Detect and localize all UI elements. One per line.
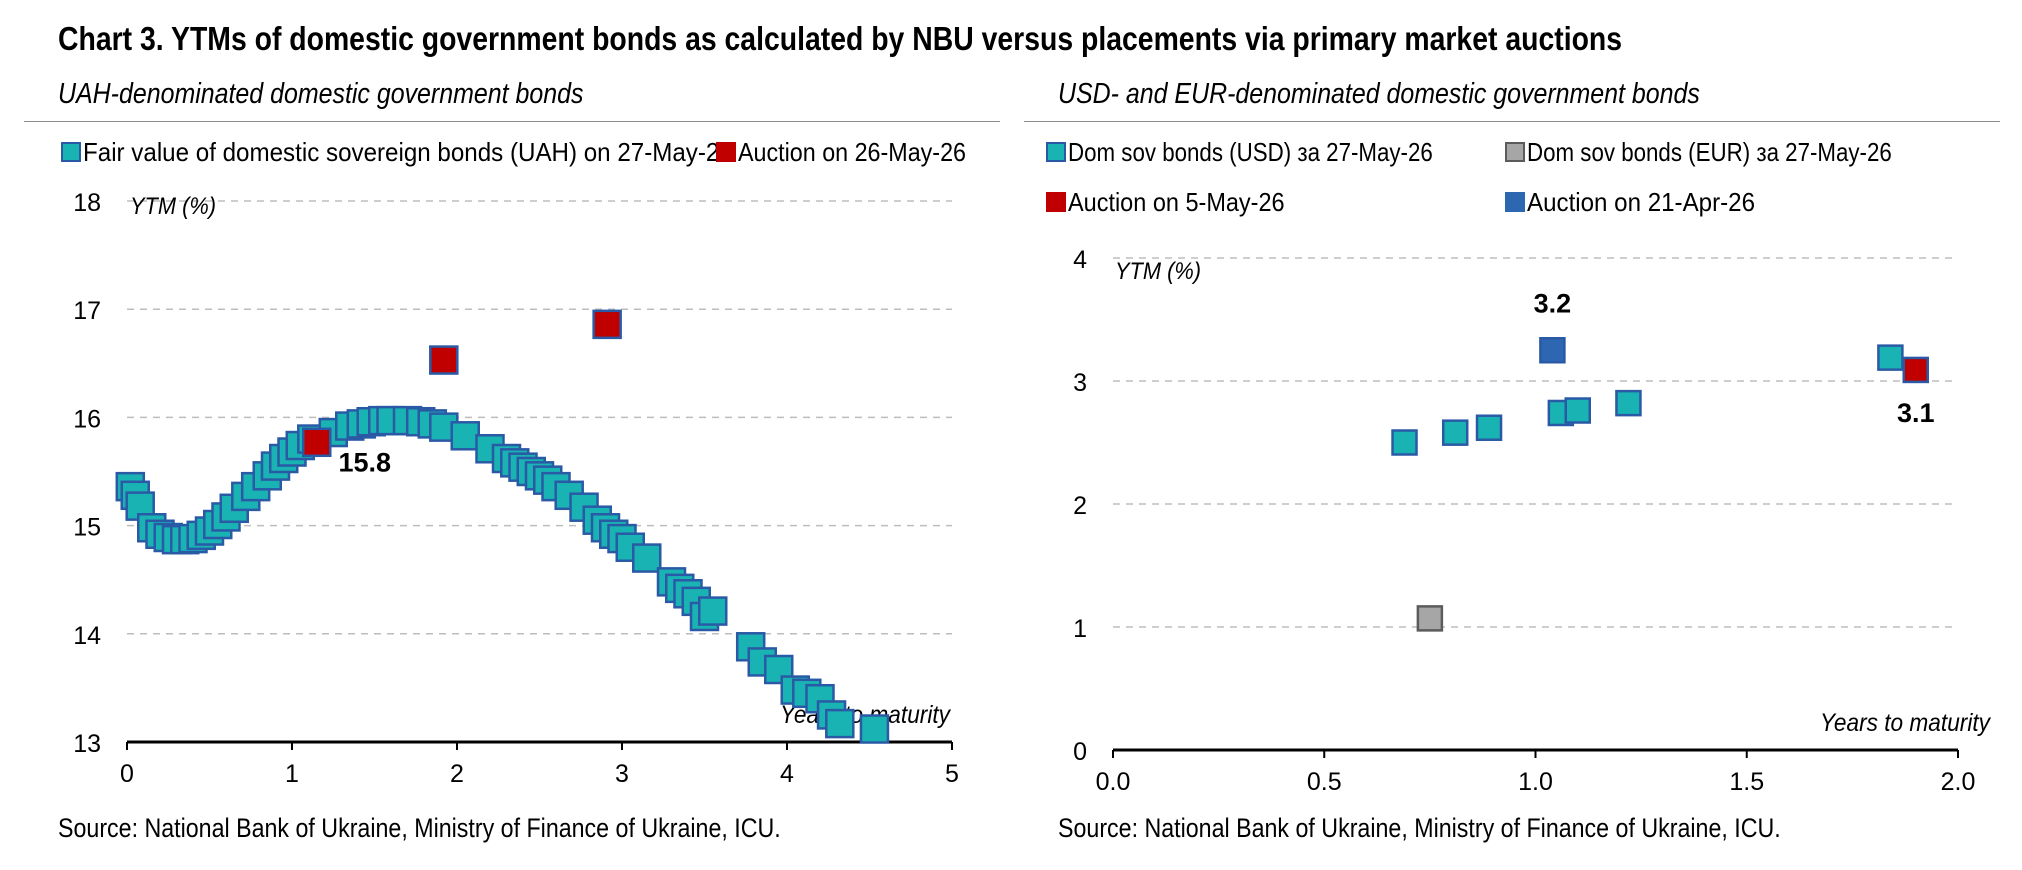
chart1-point-series-2 [429, 345, 459, 375]
chart1-x-tick-label: 1 [285, 760, 299, 788]
chart2-point-series-1 [1877, 344, 1904, 371]
chart1-point-series-1 [698, 596, 728, 626]
chart2-point-series-1 [1391, 429, 1418, 456]
right-header-rule [1024, 121, 2000, 122]
chart1-y-tick-label: 18 [73, 189, 101, 217]
chart1-point-series-1 [859, 714, 890, 744]
chart1-x-tick-label: 2 [450, 760, 464, 788]
chart2-x-tick-label: 1.5 [1729, 768, 1764, 796]
chart1-y-tick-label: 13 [73, 730, 101, 758]
chart2-x-tick-label: 0.5 [1307, 768, 1342, 796]
chart1-x-tick-label: 0 [120, 760, 134, 788]
chart1-point-series-2 [302, 427, 332, 458]
chart2-legend-marker [1046, 142, 1066, 162]
chart2-legend-label: Auction on 21-Apr-26 [1527, 187, 1755, 217]
chart1-point-series-2 [592, 309, 622, 340]
chart2-legend-marker [1046, 192, 1066, 212]
chart2-y-tick-label: 0 [1073, 738, 1087, 766]
chart1-x-tick-label: 5 [945, 760, 959, 788]
chart1-y-axis-label: YTM (%) [130, 193, 216, 220]
chart2-point-series-1 [1564, 397, 1591, 424]
chart1-y-tick-label: 17 [73, 297, 101, 325]
chart2-y-tick-label: 3 [1073, 369, 1087, 397]
chart1-legend-label: Fair value of domestic sovereign bonds (… [83, 137, 733, 167]
chart2-point-series-3 [1902, 356, 1929, 384]
chart2-y-tick-label: 1 [1073, 615, 1087, 643]
chart1-x-tick-label: 3 [615, 760, 629, 788]
chart1-point-series-1 [450, 421, 480, 451]
chart2-x-tick-label: 2.0 [1941, 768, 1976, 796]
chart2-y-tick-label: 2 [1073, 492, 1087, 520]
chart1-point-series-1 [632, 543, 662, 573]
chart2-x-tick-label: 1.0 [1518, 768, 1553, 796]
chart2-legend-marker [1505, 142, 1525, 162]
chart2-point-series-4 [1539, 337, 1566, 364]
chart2-point-series-1 [1615, 389, 1642, 417]
chart1-legend-label: Auction on 26-May-26 [738, 137, 966, 167]
chart1-point-series-1 [825, 708, 855, 739]
left-source-note: Source: National Bank of Ukraine, Minist… [58, 813, 781, 843]
chart1-data-label: 15.8 [338, 447, 391, 477]
chart2-y-axis-label: YTM (%) [1115, 258, 1201, 285]
chart1-x-tick-label: 4 [780, 760, 794, 788]
chart1-legend-marker [716, 142, 736, 162]
chart-title: Chart 3. YTMs of domestic government bon… [58, 20, 1623, 57]
chart2-legend-label: Auction on 5-May-26 [1068, 187, 1285, 217]
chart2-legend-label: Dom sov bonds (EUR) за 27-May-26 [1527, 137, 1892, 167]
chart2-data-label: 3.1 [1897, 398, 1935, 428]
chart1-y-tick-label: 15 [73, 514, 101, 542]
chart2-data-label: 3.2 [1534, 288, 1572, 318]
chart2-y-tick-label: 4 [1073, 246, 1087, 274]
right-source-note: Source: National Bank of Ukraine, Minist… [1058, 813, 1781, 843]
chart1-y-tick-label: 16 [73, 405, 101, 433]
chart2-x-axis-label: Years to maturity [1820, 709, 1991, 737]
left-header-rule [24, 121, 1000, 122]
chart1-legend-marker [61, 142, 81, 162]
left-chart-subtitle: UAH-denominated domestic government bond… [58, 78, 584, 110]
chart2-legend-marker [1505, 192, 1525, 212]
chart2-legend-label: Dom sov bonds (USD) за 27-May-26 [1068, 137, 1433, 167]
chart2-point-series-1 [1441, 419, 1469, 446]
chart2-point-series-2 [1416, 605, 1444, 632]
right-chart-subtitle: USD- and EUR-denominated domestic govern… [1058, 78, 1700, 110]
chart2-point-series-1 [1475, 414, 1503, 441]
chart2-x-tick-label: 0.0 [1096, 768, 1131, 796]
chart1-y-tick-label: 14 [73, 622, 101, 650]
